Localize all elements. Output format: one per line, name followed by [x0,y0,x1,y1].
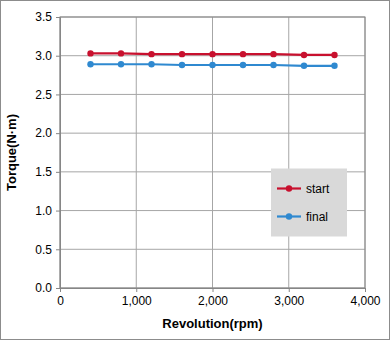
tick: 3.0 [35,49,60,63]
tick: 1.5 [35,165,60,179]
tick-label: 3.5 [35,10,52,24]
tick-label: 0.0 [35,281,52,295]
tick: 0.5 [35,243,60,257]
grid-line-x [212,17,213,288]
axis-line [61,289,366,293]
legend: start final [271,169,347,237]
legend-entry: start [277,182,330,196]
marker [270,62,276,68]
marker [87,50,93,56]
tick-label: 0.5 [35,243,52,257]
tick-label: 4,000 [350,294,380,308]
tick: 2,000 [198,288,228,308]
marker [270,51,276,57]
series [87,50,337,58]
legend-marker [286,185,292,191]
chart: 0 1,000 2,000 3,000 4,000 0.0 0.5 1.0 1.5 2.0 2.5 3… [0,0,390,340]
tick-label: 1,000 [122,294,152,308]
tick-mark [136,288,137,292]
y-axis: 0.0 0.5 1.0 1.5 2.0 2.5 3.0 3.5 [35,10,60,295]
marker [148,51,154,57]
tick: 1,000 [122,288,152,308]
tick-label: 2,000 [198,294,228,308]
grid-line-x [288,17,289,288]
tick-label: 1.0 [35,204,52,218]
legend-label: start [306,182,330,196]
marker [87,61,93,67]
tick-mark [365,288,366,292]
grid [60,17,365,288]
tick-label: 2.5 [35,88,52,102]
tick-label: 3.0 [35,49,52,63]
marker [148,61,154,67]
marker [179,62,185,68]
tick-label: 0 [57,294,64,308]
grid-line-x [136,17,137,288]
plot-area [60,17,365,288]
tick: 4,000 [350,288,380,308]
x-axis-title: Revolution(rpm) [162,316,262,331]
legend-marker [286,213,292,219]
marker [209,62,215,68]
tick: 2.0 [35,126,60,140]
tick: 0 [57,288,64,308]
tick-mark [56,211,60,212]
grid-line-y [60,133,365,134]
legend-box [271,169,347,237]
tick-label: 2.0 [35,126,52,140]
marker [179,51,185,57]
tick-mark [56,288,60,289]
x-axis: 0 1,000 2,000 3,000 4,000 [57,288,381,308]
tick-mark [289,288,290,292]
plot-frame [60,17,365,288]
marker [301,52,307,58]
grid-line-y [60,249,365,250]
marker [301,63,307,69]
tick-mark [56,249,60,250]
marker [209,51,215,57]
marker [240,51,246,57]
tick: 1.0 [35,204,60,218]
series [87,61,337,69]
tick-mark [213,288,214,292]
marker [240,62,246,68]
tick: 2.5 [35,88,60,102]
tick: 3,000 [274,288,304,308]
marker [331,63,337,69]
tick: 0.0 [35,281,60,295]
tick: 3.5 [35,10,60,24]
grid-line-y [60,94,365,95]
tick-mark [56,17,60,18]
tick-mark [56,56,60,57]
tick-mark [56,94,60,95]
tick-label: 1.5 [35,165,52,179]
tick-mark [56,133,60,134]
marker [331,52,337,58]
y-axis-title: Torque(N·m) [4,114,19,191]
series-group [87,50,337,69]
chart-border [1,1,390,340]
axis-line [56,18,61,289]
marker [118,50,124,56]
marker [118,61,124,67]
tick-label: 3,000 [274,294,304,308]
tick-mark [56,172,60,173]
legend-entry: final [277,210,328,224]
plot: 0 1,000 2,000 3,000 4,000 0.0 0.5 1.0 1.5 2.0 2.5 3… [35,10,381,307]
legend-label: final [306,210,328,224]
